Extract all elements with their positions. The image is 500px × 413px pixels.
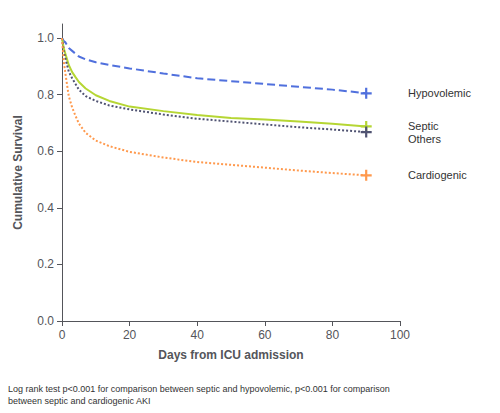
svg-text:0: 0 <box>59 328 66 342</box>
svg-text:Log rank test p<0.001 for comp: Log rank test p<0.001 for comparison bet… <box>8 384 390 394</box>
svg-text:0.6: 0.6 <box>37 144 54 158</box>
svg-text:between septic and cardiogenic: between septic and cardiogenic AKI <box>8 396 151 406</box>
svg-text:1.0: 1.0 <box>37 31 54 45</box>
svg-text:0.0: 0.0 <box>37 314 54 328</box>
svg-text:80: 80 <box>326 328 340 342</box>
svg-text:Septic: Septic <box>408 120 439 132</box>
svg-text:Cardiogenic: Cardiogenic <box>408 169 467 181</box>
svg-text:100: 100 <box>390 328 410 342</box>
svg-text:Cumulative Survival: Cumulative Survival <box>11 115 25 230</box>
svg-text:Days from ICU admission: Days from ICU admission <box>158 348 303 362</box>
svg-text:60: 60 <box>258 328 272 342</box>
svg-text:0.2: 0.2 <box>37 257 54 271</box>
svg-text:0.8: 0.8 <box>37 88 54 102</box>
svg-text:Others: Others <box>408 133 442 145</box>
svg-text:20: 20 <box>123 328 137 342</box>
svg-text:Hypovolemic: Hypovolemic <box>408 87 471 99</box>
svg-text:40: 40 <box>191 328 205 342</box>
svg-text:0.4: 0.4 <box>37 201 54 215</box>
